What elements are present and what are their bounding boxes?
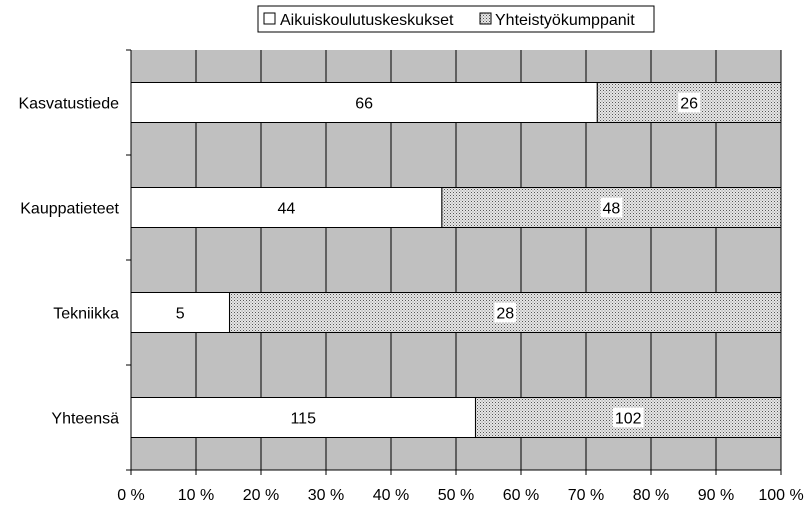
x-tick-label: 50 % (438, 487, 474, 504)
legend-swatch-yhteistyokumppanit (479, 12, 492, 25)
x-tick-label: 0 % (117, 487, 145, 504)
x-tick-label: 30 % (308, 487, 344, 504)
category-label-tekniikka: Tekniikka (53, 306, 119, 323)
data-label-bg (678, 92, 701, 113)
bar-yhteistyokumppanit-kauppatieteet (441, 187, 782, 228)
data-label-yhteistyokumppanit-yhteensa: 102 (615, 411, 642, 428)
x-tick-label: 100 % (758, 487, 803, 504)
x-tick-label: 40 % (373, 487, 409, 504)
data-label-aikuiskoulutuskeskukset-kasvatustiede: 66 (355, 96, 373, 113)
x-tick-label: 10 % (178, 487, 214, 504)
data-label-bg (612, 407, 644, 428)
data-label-bg (353, 92, 376, 113)
x-tick-label: 60 % (503, 487, 539, 504)
legend-swatch-aikuiskoulutuskeskukset (263, 12, 276, 25)
legend: Aikuiskoulutuskeskukset Yhteistyökumppan… (257, 5, 655, 33)
data-label-bg (494, 302, 517, 323)
data-label-bg (287, 407, 319, 428)
x-tick-label: 20 % (243, 487, 279, 504)
category-label-yhteensa: Yhteensä (51, 411, 119, 428)
category-label-kasvatustiede: Kasvatustiede (18, 96, 119, 113)
data-label-aikuiskoulutuskeskukset-yhteensa: 115 (290, 411, 316, 428)
data-label-aikuiskoulutuskeskukset-tekniikka: 5 (176, 306, 185, 323)
legend-label-aikuiskoulutuskeskukset: Aikuiskoulutuskeskukset (280, 12, 454, 29)
x-tick-label: 70 % (568, 487, 604, 504)
x-tick-label: 80 % (633, 487, 669, 504)
data-label-bg (600, 197, 623, 218)
axes (126, 49, 782, 475)
data-label-yhteistyokumppanit-tekniikka: 28 (496, 306, 514, 323)
labels: 0 % 10 % 20 % 30 % 40 % 50 % 60 % 70 % 80 % 90 % 1… (18, 92, 804, 504)
data-label-bg (275, 197, 298, 218)
data-label-yhteistyokumppanit-kauppatieteet: 48 (603, 201, 621, 218)
data-label-yhteistyokumppanit-kasvatustiede: 26 (680, 96, 698, 113)
data-label-bg (173, 302, 187, 323)
x-tick-label: 90 % (698, 487, 734, 504)
data-label-aikuiskoulutuskeskukset-kauppatieteet: 44 (278, 201, 296, 218)
legend-frame (257, 5, 655, 33)
category-label-kauppatieteet: Kauppatieteet (20, 201, 119, 218)
legend-label-yhteistyokumppanit: Yhteistyökumppanit (495, 12, 635, 29)
